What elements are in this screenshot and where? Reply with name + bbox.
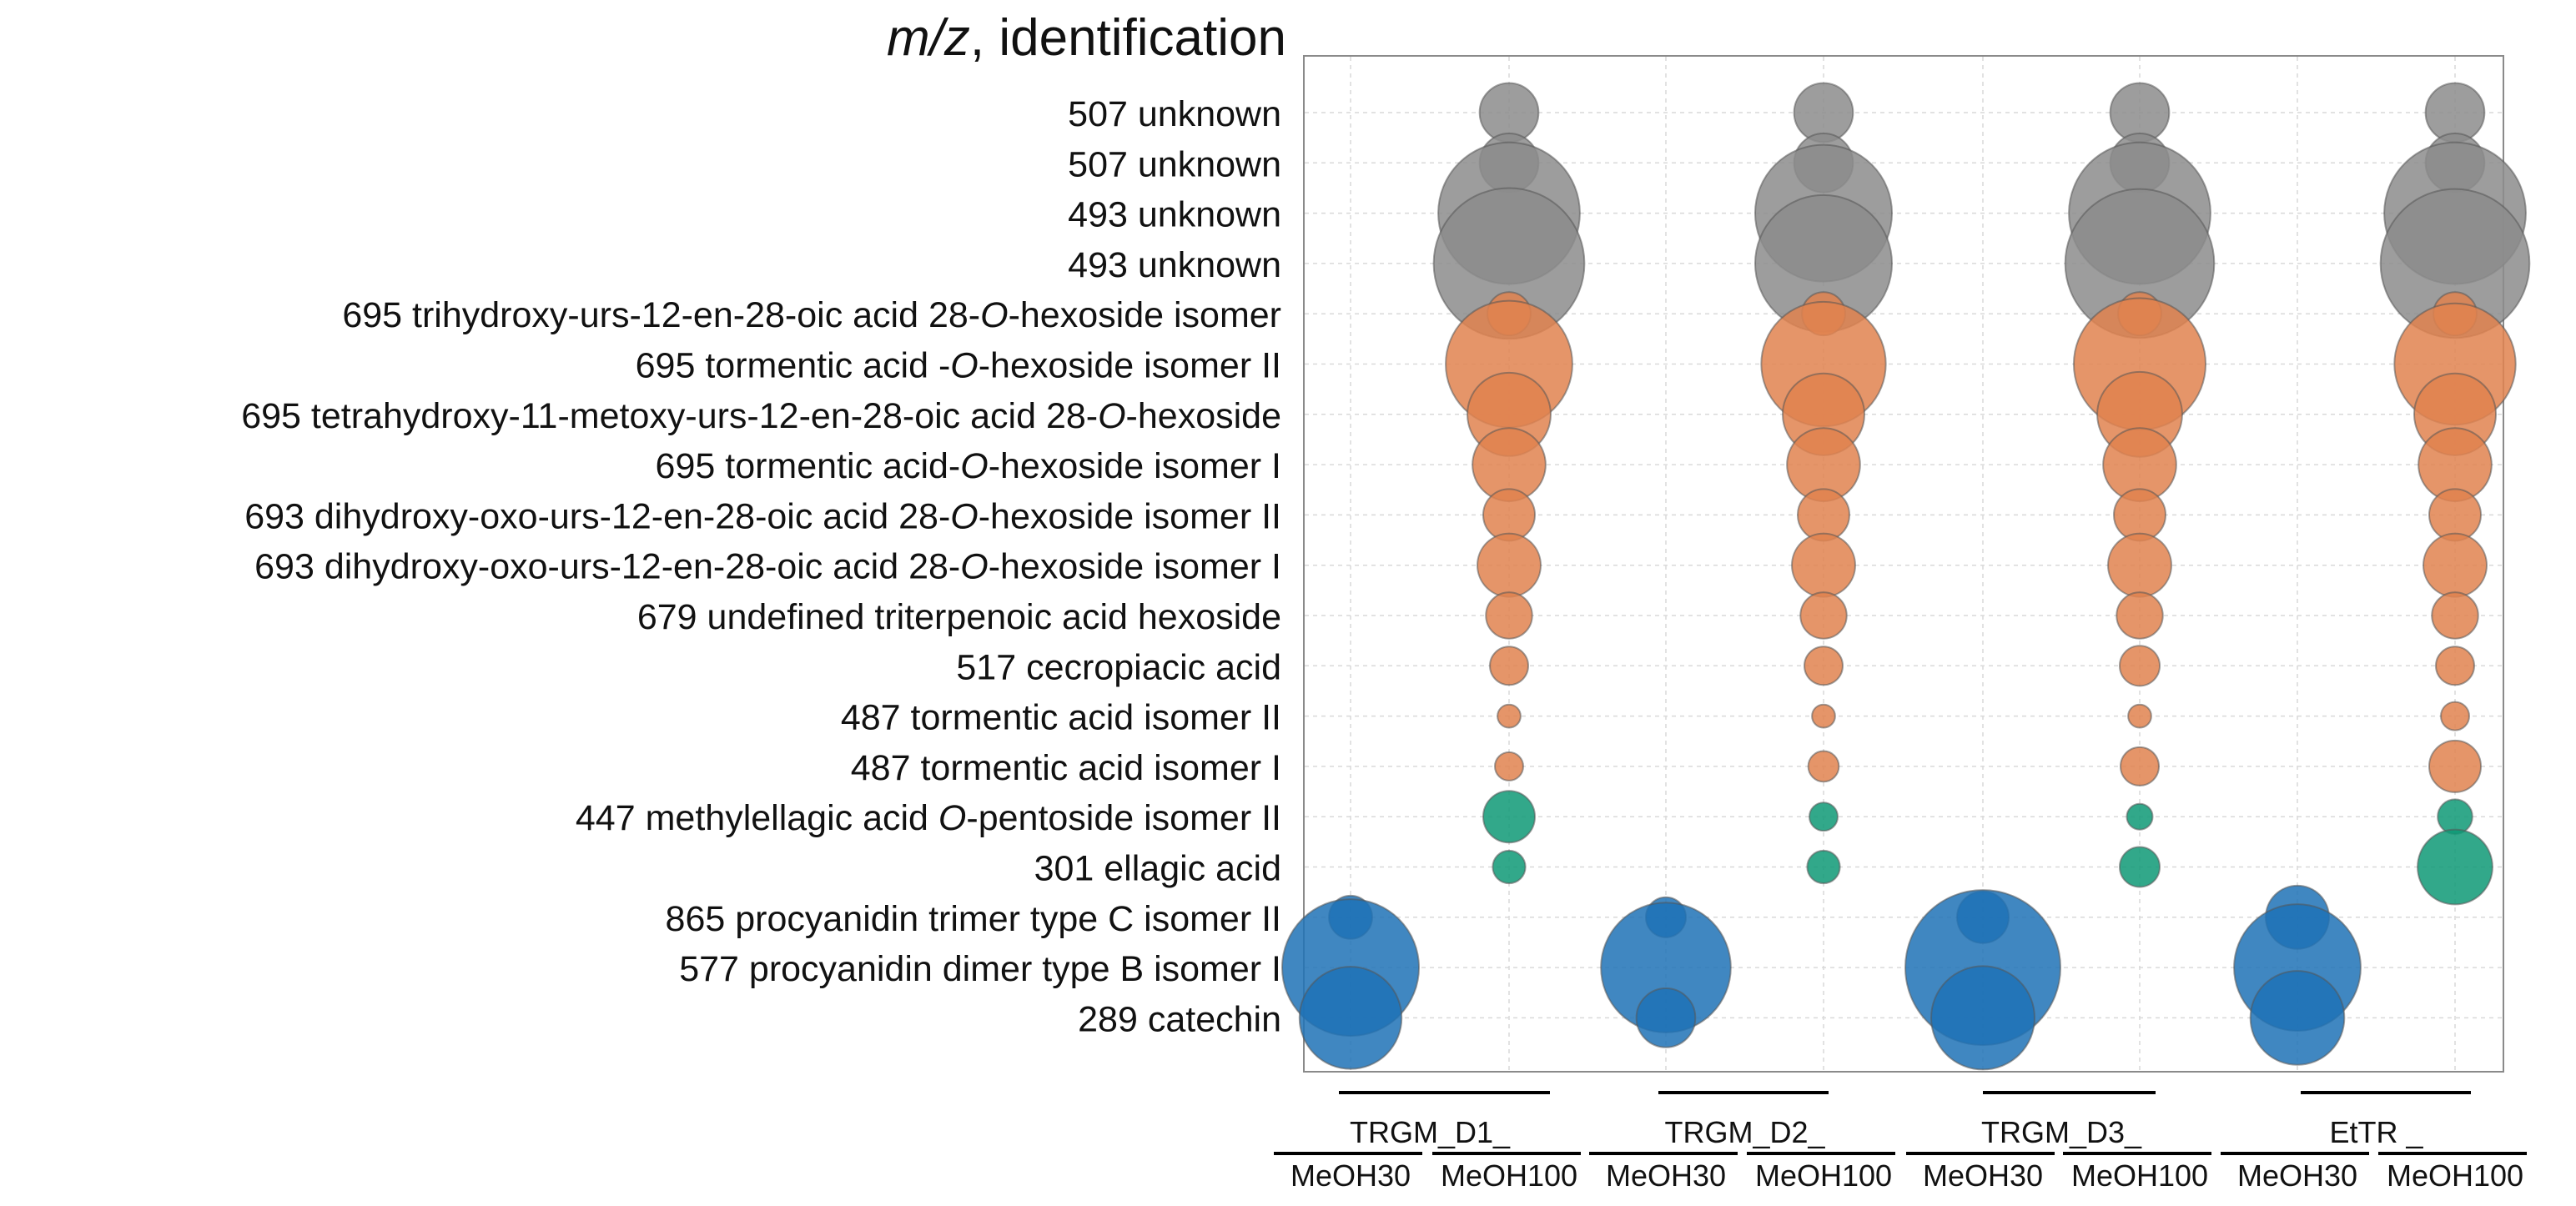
- bubble: [2435, 646, 2475, 686]
- bubble: [2118, 645, 2161, 687]
- row-label: 507 unknown: [1068, 94, 1281, 134]
- bubble: [1489, 646, 1529, 686]
- column-label: MeOH30: [1606, 1158, 1726, 1193]
- row-label: 695 tormentic acid-O-hexoside isomer I: [656, 446, 1281, 486]
- column-label: MeOH30: [1291, 1158, 1411, 1193]
- bubble: [1492, 849, 1527, 885]
- row-label: 693 dihydroxy-oxo-urs-12-en-28-oic acid …: [254, 547, 1281, 587]
- column-label: MeOH30: [1923, 1158, 2043, 1193]
- bubble: [1494, 751, 1524, 781]
- bubble: [1809, 801, 1839, 832]
- bubble: [1799, 591, 1848, 640]
- bubble: [1807, 750, 1840, 783]
- bubble: [1811, 703, 1836, 729]
- row-label: 695 tormentic acid -O-hexoside isomer II: [636, 346, 1281, 386]
- row-label: 679 undefined triterpenoic acid hexoside: [637, 597, 1281, 637]
- row-label: 487 tormentic acid isomer II: [841, 698, 1281, 738]
- row-label: 517 cecropiacic acid: [956, 647, 1281, 687]
- row-label: 289 catechin: [1078, 999, 1281, 1039]
- column-group-label: EtTR _: [2329, 1115, 2423, 1149]
- bubble: [1477, 532, 1542, 598]
- bubble: [2431, 591, 2479, 640]
- bubble: [2127, 703, 2152, 729]
- bubble: [2417, 828, 2493, 906]
- column-axis: MeOH30 MeOH100 MeOH30 MeOH100 MeOH30 MeOH100 M…: [1274, 1152, 2527, 1193]
- bubble: [2428, 739, 2482, 793]
- column-label: MeOH100: [1441, 1158, 1577, 1193]
- bubble: [2116, 591, 2164, 640]
- bubble: [1485, 591, 1533, 640]
- column-group-label: TRGM_D3_: [1981, 1115, 2142, 1149]
- column-group-label: TRGM_D2_: [1664, 1115, 1825, 1149]
- bubble: [1497, 703, 1522, 729]
- row-label: 695 trihydroxy-urs-12-en-28-oic acid 28-…: [342, 295, 1281, 335]
- column-label: MeOH100: [2071, 1158, 2208, 1193]
- bubble: [1635, 987, 1697, 1048]
- row-label: 577 procyanidin dimer type B isomer I: [679, 949, 1281, 989]
- column-label: MeOH100: [1755, 1158, 1892, 1193]
- bubble: [2120, 746, 2160, 786]
- row-label: 695 tetrahydroxy-11-metoxy-urs-12-en-28-…: [241, 396, 1281, 436]
- row-label: 493 unknown: [1068, 245, 1281, 285]
- bubble: [1791, 532, 1856, 598]
- column-group-axis: TRGM_D1_ TRGM_D2_ TRGM_D3_ EtTR _: [1339, 1091, 2471, 1149]
- bubble: [2107, 532, 2172, 598]
- row-labels: 507 unknown 507 unknown 493 unknown 493 unk…: [241, 94, 1281, 1039]
- bubble: [1930, 965, 2035, 1071]
- column-label: MeOH100: [2387, 1158, 2523, 1193]
- bubble: [1298, 966, 1403, 1070]
- chart-title: m/z, identification: [887, 9, 1286, 67]
- bubble: [2440, 701, 2470, 731]
- column-label: MeOH30: [2237, 1158, 2357, 1193]
- row-label: 493 unknown: [1068, 195, 1281, 235]
- row-label: 507 unknown: [1068, 144, 1281, 184]
- row-label: 865 procyanidin trimer type C isomer II: [666, 899, 1281, 939]
- bubble: [1806, 849, 1841, 885]
- row-label: 447 methylellagic acid O-pentoside isome…: [576, 798, 1281, 838]
- bubble: [2423, 532, 2488, 598]
- row-label: 487 tormentic acid isomer I: [851, 748, 1281, 788]
- bubbles: [1280, 82, 2531, 1071]
- row-label: 693 dihydroxy-oxo-urs-12-en-28-oic acid …: [244, 496, 1281, 536]
- bubble: [2249, 970, 2346, 1066]
- bubble: [1804, 646, 1844, 686]
- bubble: [2118, 846, 2161, 888]
- row-label: 301 ellagic acid: [1034, 849, 1281, 889]
- bubble: [2126, 802, 2154, 831]
- column-group-label: TRGM_D1_: [1350, 1115, 1511, 1149]
- bubble: [1482, 790, 1536, 844]
